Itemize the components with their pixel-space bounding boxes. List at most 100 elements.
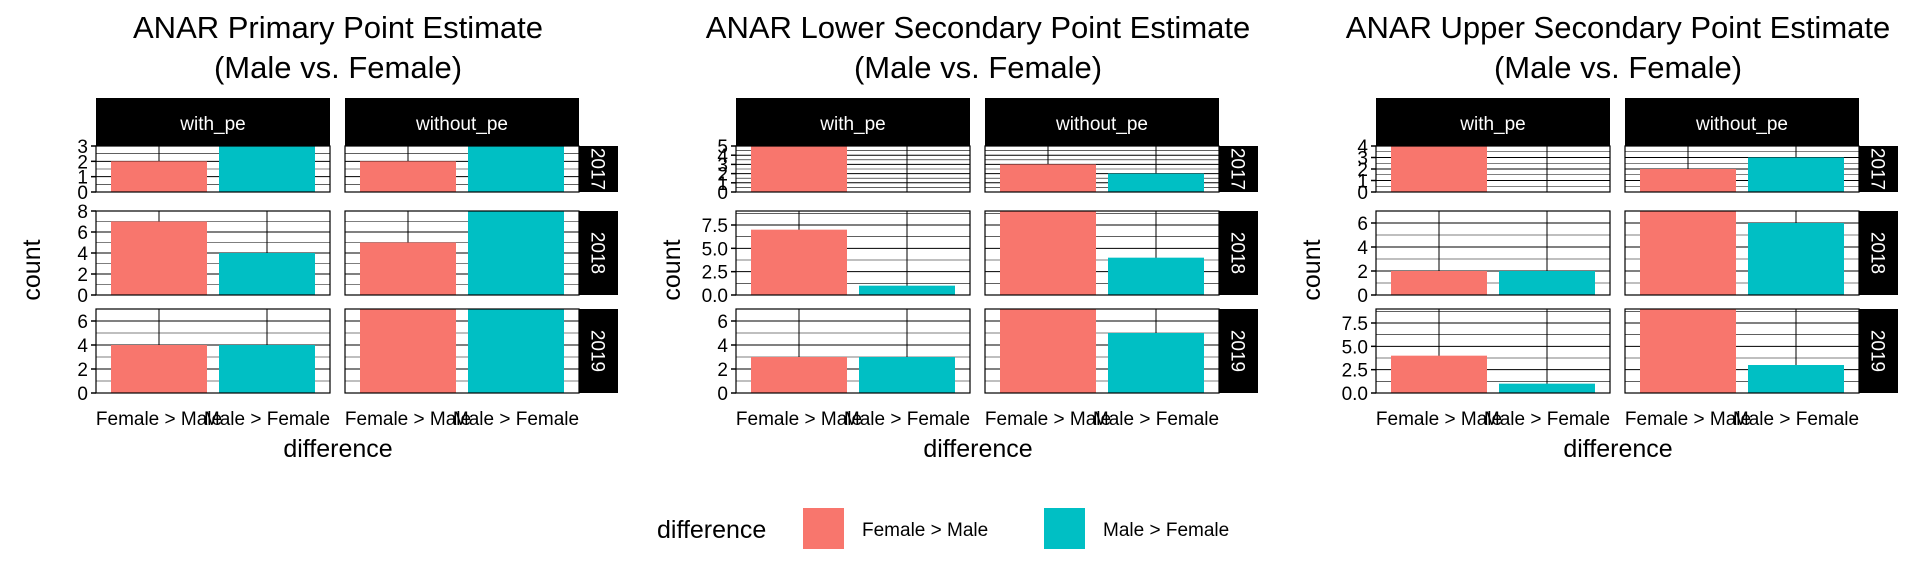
facet-strip-year [579, 146, 618, 192]
panel-border [1375, 210, 1611, 296]
y-tick-label: 3 [717, 155, 728, 176]
y-tick-label: 4 [1357, 137, 1368, 158]
bar-without_pe-2019-male [1108, 333, 1204, 393]
y-tick-label: 2 [717, 360, 728, 381]
panel-border [1375, 308, 1611, 394]
x-tick-label: Male > Female [204, 409, 330, 430]
y-tick-label: 4 [77, 244, 88, 265]
facet-strip-year-label: 2019 [587, 330, 608, 372]
y-tick-label: 3 [1357, 149, 1368, 170]
y-tick-label: 0 [717, 183, 728, 204]
chart-panel-3: ANAR Upper Secondary Point Estimate (Male… [1298, 10, 1898, 463]
chart-title: ANAR Lower Secondary Point Estimate [706, 10, 1250, 45]
panel-border [1375, 145, 1611, 193]
bar-without_pe-2019-male [1748, 365, 1844, 393]
y-tick-label: 0 [1357, 286, 1368, 307]
y-tick-label: 0.0 [1342, 384, 1368, 405]
y-tick-label: 8 [77, 202, 88, 223]
bar-with_pe-2018-male [1499, 271, 1595, 295]
panel-border [735, 210, 971, 296]
bar-without_pe-2017-female [1640, 169, 1736, 192]
bar-without_pe-2019-female [1640, 309, 1736, 393]
bar-without_pe-2017-male [468, 146, 564, 192]
facet-strip-label: without_pe [1695, 114, 1788, 135]
chart-title: ANAR Upper Secondary Point Estimate [1346, 10, 1890, 45]
bar-with_pe-2017-female [1391, 146, 1487, 192]
y-tick-label: 0 [77, 286, 88, 307]
bar-with_pe-2017-female [751, 146, 847, 192]
facet-strip-with_pe [736, 98, 970, 146]
facet-strip-without_pe [985, 98, 1219, 146]
y-tick-label: 2.5 [1342, 361, 1368, 382]
y-tick-label: 6 [717, 312, 728, 333]
x-tick-label: Male > Female [844, 409, 970, 430]
bar-with_pe-2019-male [859, 357, 955, 393]
y-axis-title: count [658, 239, 686, 300]
bar-without_pe-2017-female [1000, 164, 1096, 192]
facet-strip-year-label: 2019 [1227, 330, 1248, 372]
panel-border [95, 145, 331, 193]
y-tick-label: 2 [1357, 160, 1368, 181]
legend-label: Male > Female [1103, 520, 1229, 541]
bar-with_pe-2019-female [1391, 355, 1487, 393]
y-tick-label: 0 [77, 384, 88, 405]
y-tick-label: 2 [1357, 262, 1368, 283]
x-tick-label: Female > Male [96, 409, 222, 430]
bar-with_pe-2019-male [219, 345, 315, 393]
y-tick-label: 0 [1357, 183, 1368, 204]
facet-strip-year [579, 309, 618, 393]
y-tick-label: 2.5 [702, 263, 728, 284]
facet-strip-label: with_pe [1459, 114, 1526, 135]
bar-without_pe-2018-male [468, 211, 564, 295]
y-tick-label: 7.5 [1342, 314, 1368, 335]
facet-strip-label: with_pe [819, 114, 886, 135]
y-tick-label: 2 [717, 165, 728, 186]
y-tick-label: 4 [77, 336, 88, 357]
facet-strip-year [1219, 211, 1258, 295]
y-tick-label: 0 [717, 384, 728, 405]
legend-swatch [1044, 508, 1085, 549]
bar-without_pe-2018-male [1108, 257, 1204, 295]
legend: difference Female > Male Male > Female [657, 508, 1229, 549]
x-tick-label: Female > Male [736, 409, 862, 430]
y-tick-label: 3 [77, 137, 88, 158]
bar-without_pe-2017-female [360, 161, 456, 192]
chart-panel-2: ANAR Lower Secondary Point Estimate (Male… [658, 10, 1258, 463]
y-tick-label: 2 [77, 152, 88, 173]
facet-strip-year [1859, 309, 1898, 393]
x-tick-label: Female > Male [1376, 409, 1502, 430]
y-axis-title: count [18, 239, 46, 300]
x-tick-label: Female > Male [985, 409, 1111, 430]
x-tick-label: Male > Female [453, 409, 579, 430]
legend-swatch [803, 508, 844, 549]
legend-label: Female > Male [862, 520, 988, 541]
chart-title: (Male vs. Female) [854, 50, 1102, 85]
facet-strip-year [1859, 146, 1898, 192]
facet-strip-year-label: 2017 [1227, 148, 1248, 190]
legend-title: difference [657, 516, 766, 544]
facet-strip-year-label: 2017 [1867, 148, 1888, 190]
bar-with_pe-2017-male [219, 146, 315, 192]
y-tick-label: 4 [1357, 238, 1368, 259]
facet-strip-year-label: 2019 [1867, 330, 1888, 372]
facet-strip-year-label: 2018 [1227, 232, 1248, 274]
bar-with_pe-2019-female [111, 345, 207, 393]
y-axis-title: count [1298, 239, 1326, 300]
facet-strip-year [1219, 309, 1258, 393]
facet-strip-label: without_pe [415, 114, 508, 135]
chart-panel-1: ANAR Primary Point Estimate (Male vs. Fem… [18, 10, 618, 463]
chart-title: (Male vs. Female) [1494, 50, 1742, 85]
bar-with_pe-2018-female [111, 221, 207, 295]
chart-title: (Male vs. Female) [214, 50, 462, 85]
y-tick-label: 4 [717, 336, 728, 357]
facet-strip-without_pe [1625, 98, 1859, 146]
y-tick-label: 0 [77, 183, 88, 204]
y-tick-label: 6 [1357, 214, 1368, 235]
y-tick-label: 2 [77, 360, 88, 381]
y-tick-label: 1 [717, 174, 728, 195]
x-tick-label: Male > Female [1093, 409, 1219, 430]
x-tick-label: Male > Female [1733, 409, 1859, 430]
y-tick-label: 1 [77, 168, 88, 189]
